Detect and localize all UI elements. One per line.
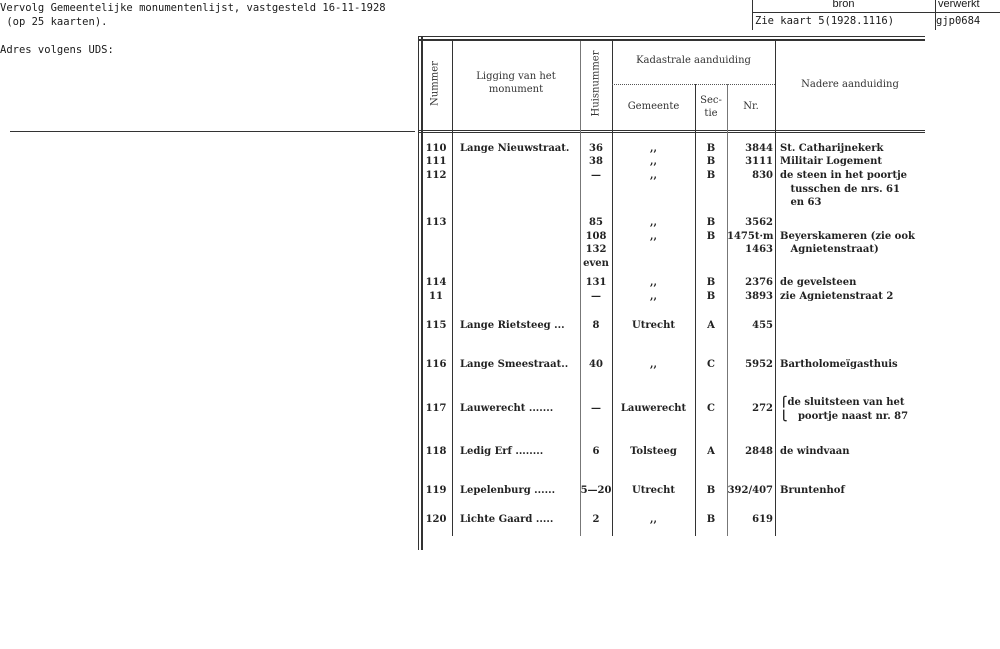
cell-nr: 830: [752, 170, 773, 181]
cell-nr: 2848: [745, 446, 773, 457]
header-ligging: Ligging van het monument: [476, 71, 556, 95]
cell-sectie: A: [707, 320, 715, 331]
bron-value: Zie kaart 5(1928.1116): [755, 15, 895, 27]
cell-nummer: 115: [425, 320, 447, 331]
verwerkt-value: gjp0684: [936, 15, 981, 27]
cell-gemeente: ,,: [650, 143, 657, 154]
document-title: Vervolg Gemeentelijke monumentenlijst, v…: [0, 2, 386, 14]
cell-nr: 2376: [745, 277, 773, 288]
cell-nadere: St. Catharijnekerk: [780, 143, 884, 154]
cell-huis: 36: [589, 143, 603, 154]
cell-gemeente: ,,: [650, 170, 657, 181]
cell-nr: 3111: [745, 156, 773, 167]
cell-gemeente: Tolsteeg: [630, 446, 677, 457]
cell-nadere: Bartholomeïgasthuis: [780, 359, 898, 370]
bron-label: bron: [832, 0, 855, 10]
cell-nadere: zie Agnietenstraat 2: [780, 291, 894, 302]
cell-huis: 2: [592, 514, 600, 525]
cell-nummer: 112: [425, 170, 447, 181]
header-kadastrale: Kadastrale aanduiding: [636, 55, 751, 66]
header-gemeente: Gemeente: [627, 101, 680, 112]
cell-nr: 392/407: [727, 485, 773, 496]
cell-ligging: Lepelenburg ......: [460, 485, 556, 496]
cell-gemeente: Lauwerecht: [620, 403, 687, 414]
cell-nr: 5952: [745, 359, 773, 370]
cell-nummer: 120: [425, 514, 447, 525]
cell-gemeente: ,,: [650, 156, 657, 167]
cell-gemeente: ,,: [650, 514, 657, 525]
cell-ligging: Ledig Erf ........: [460, 446, 544, 457]
cell-nummer: 11: [429, 291, 443, 302]
verwerkt-label: verwerkt: [938, 0, 980, 10]
divider: [10, 131, 415, 132]
header-nummer: Nummer: [429, 61, 441, 106]
cell-gemeente: ,,: [650, 359, 657, 370]
cell-ligging: Lauwerecht .......: [460, 403, 554, 414]
cell-nadere: de gevelsteen: [780, 277, 857, 288]
cell-sectie: B: [706, 291, 716, 302]
cell-nadere: de steen in het poortje tusschen de nrs.…: [780, 170, 908, 208]
cell-nummer: 116: [425, 359, 447, 370]
cell-sectie: B B: [706, 217, 716, 242]
cell-sectie: B: [706, 485, 716, 496]
cell-huis: 8: [592, 320, 600, 331]
cell-nadere: Beyerskameren (zie ook Agnietenstraat): [780, 230, 915, 256]
cell-nr: 3562 1475t·m 1463: [727, 217, 774, 255]
cell-sectie: C: [707, 403, 715, 414]
cell-nr: 455: [752, 320, 773, 331]
cell-nr: 619: [752, 514, 773, 525]
cell-nadere: ⎧de sluitsteen van het ⎩ poortje naast n…: [780, 397, 909, 422]
cell-nummer: 114: [425, 277, 447, 288]
cell-nummer: 111: [425, 156, 447, 167]
cell-sectie: B: [706, 514, 716, 525]
cell-ligging: Lange Smeestraat..: [460, 359, 569, 370]
cell-nr: 3893: [745, 291, 773, 302]
cell-gemeente: ,,: [650, 277, 657, 288]
cell-gemeente: Utrecht: [632, 485, 675, 496]
header-huisnummer: Huisnummer: [590, 50, 602, 117]
cell-gemeente: ,, ,,: [650, 217, 657, 242]
cell-sectie: A: [707, 446, 715, 457]
cell-nadere: Bruntenhof: [780, 485, 845, 496]
cell-sectie: C: [707, 359, 715, 370]
cell-nummer: 118: [425, 446, 447, 457]
cell-nummer: 113: [425, 217, 447, 228]
cell-sectie: B: [706, 143, 716, 154]
cell-gemeente: ,,: [650, 291, 657, 302]
cell-ligging: Lange Rietsteeg ...: [460, 320, 565, 331]
cell-nummer: 110: [425, 143, 447, 154]
cell-huis: 6: [592, 446, 600, 457]
header-sectie: Sec- tie: [700, 95, 722, 119]
cell-huis: —: [591, 170, 601, 181]
cell-nadere: Militair Logement: [780, 156, 883, 167]
header-nr: Nr.: [743, 101, 759, 112]
cell-huis: 131: [585, 277, 607, 288]
cell-nr: 3844: [745, 143, 773, 154]
document-subtitle: (op 25 kaarten).: [0, 16, 108, 28]
cell-nummer: 117: [425, 403, 447, 414]
cell-nummer: 119: [425, 485, 447, 496]
cell-huis: 38: [589, 156, 603, 167]
cell-huis: 5—20: [580, 485, 612, 496]
cell-huis: 85 108 132 even: [583, 217, 609, 269]
cell-nr: 272: [752, 403, 773, 414]
cell-ligging: Lange Nieuwstraat.: [460, 143, 570, 154]
header-nadere: Nadere aanduiding: [801, 79, 899, 90]
address-label: Adres volgens UDS:: [0, 44, 114, 56]
cell-sectie: B: [706, 170, 716, 181]
cell-huis: 40: [589, 359, 603, 370]
cell-gemeente: Utrecht: [632, 320, 675, 331]
cell-sectie: B: [706, 277, 716, 288]
cell-sectie: B: [706, 156, 716, 167]
cell-huis: —: [591, 291, 601, 302]
cell-nadere: de windvaan: [780, 446, 850, 457]
cell-ligging: Lichte Gaard .....: [460, 514, 554, 525]
cell-huis: —: [591, 403, 601, 414]
